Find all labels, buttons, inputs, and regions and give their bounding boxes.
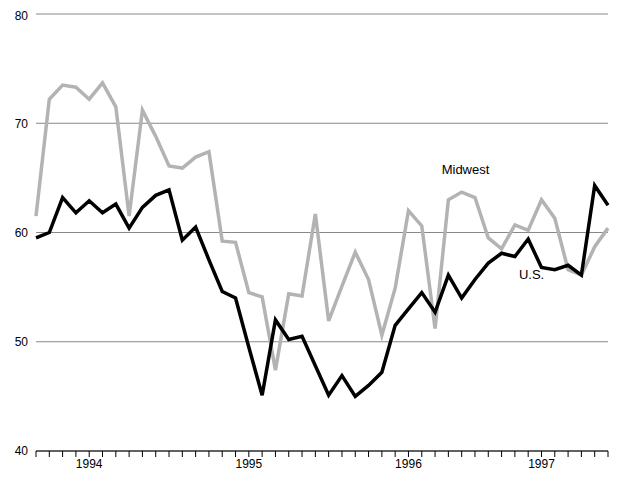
svg-text:60: 60 [15,226,29,240]
svg-text:U.S.: U.S. [519,267,544,282]
svg-text:50: 50 [15,335,29,349]
svg-text:1995: 1995 [235,457,262,471]
svg-text:1994: 1994 [76,457,103,471]
svg-text:1996: 1996 [395,457,422,471]
svg-text:80: 80 [15,9,29,23]
svg-text:Midwest: Midwest [442,162,490,177]
svg-text:1997: 1997 [528,457,555,471]
svg-text:40: 40 [15,444,29,458]
svg-text:70: 70 [15,117,29,131]
